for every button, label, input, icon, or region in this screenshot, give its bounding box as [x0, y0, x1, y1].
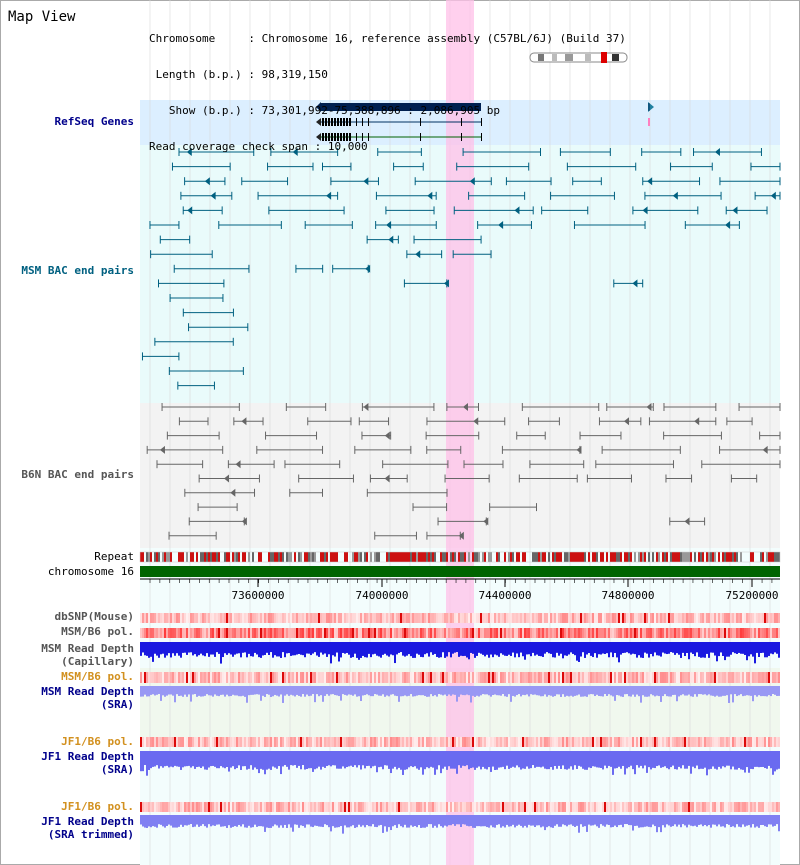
jf1-trim-depth-label[interactable]: JF1 Read Depth: [41, 815, 134, 828]
axis-tick-labels: 73600000 74000000 74400000 74800000 7520…: [232, 589, 779, 602]
repeat-track: [139, 551, 781, 563]
jf1-pol-label[interactable]: JF1/B6 pol.: [61, 735, 134, 748]
tick-label: 74000000: [356, 589, 409, 602]
show-row: Show (b.p.) : 73,301,992-75,388,896 : 2,…: [168, 104, 501, 117]
chromosome-row: Chromosome : Chromosome 16, reference as…: [149, 32, 626, 45]
dbsnp-label[interactable]: dbSNP(Mouse): [54, 610, 134, 623]
refseq-exons: [316, 118, 482, 141]
tick-label: 74800000: [602, 589, 655, 602]
msm-depth-sra-sub: (SRA): [100, 698, 134, 711]
jf1-pol-trim-label[interactable]: JF1/B6 pol.: [61, 800, 134, 813]
refseq-genes-link[interactable]: RefSeq Genes: [54, 115, 134, 128]
b6n-bac-link[interactable]: B6N BAC end pairs: [21, 468, 134, 481]
b6n-bac-pairs[interactable]: [146, 403, 781, 540]
axis-ruler: [140, 578, 780, 587]
polymorphism-heatmaps: [140, 613, 780, 812]
jf1-trim-depth-sub: (SRA trimmed): [47, 828, 134, 841]
msm-b6-pol-label[interactable]: MSM/B6 pol.: [61, 625, 134, 638]
chromosome-label: chromosome 16: [47, 565, 134, 578]
length-row: Length (b.p.) : 98,319,150: [155, 68, 328, 81]
header-info: Chromosome : Chromosome 16, reference as…: [149, 9, 626, 177]
msm-depth-capillary-sub: (Capillary): [61, 655, 134, 668]
chromosome-ideogram[interactable]: [529, 52, 628, 63]
chromosome-bar: [140, 566, 780, 577]
jf1-depth-label[interactable]: JF1 Read Depth: [41, 750, 134, 763]
msm-depth-capillary-label[interactable]: MSM Read Depth: [41, 642, 134, 655]
tick-label: 74400000: [479, 589, 532, 602]
jf1-depth-sub: (SRA): [100, 763, 134, 776]
msm-depth-sra-label[interactable]: MSM Read Depth: [41, 685, 134, 698]
coverage-highlight: [446, 0, 474, 865]
tick-label: 73600000: [232, 589, 285, 602]
msm-bac-link[interactable]: MSM BAC end pairs: [21, 264, 134, 277]
grid-lines: [149, 0, 771, 865]
coverage-row: Read coverage check span : 10,000: [149, 140, 368, 153]
tick-label: 75200000: [726, 589, 779, 602]
repeat-label: Repeat: [94, 550, 134, 563]
msm-bac-pairs[interactable]: [141, 148, 781, 390]
page-title: Map View: [8, 9, 76, 25]
msm-b6-pol-sra-label[interactable]: MSM/B6 pol.: [61, 670, 134, 683]
read-depth-plots: [140, 642, 780, 834]
